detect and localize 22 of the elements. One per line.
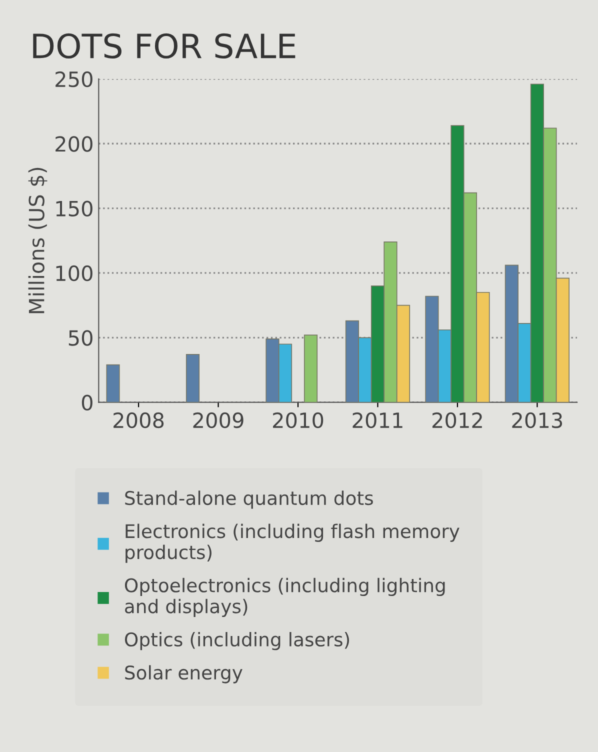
legend-label: Optics (including lasers) (124, 632, 350, 650)
x-tick-label: 2010 (273, 412, 324, 428)
x-tick-label: 2011 (352, 412, 402, 428)
y-tick-label: 200 (56, 136, 92, 152)
y-tick-label: 250 (56, 71, 92, 88)
y-tick-label: 150 (56, 200, 92, 217)
x-tick-label: 2008 (114, 412, 164, 428)
y-tick-label: 0 (82, 394, 92, 411)
legend-label: Optoelectronics (including lighting and displays) (124, 578, 445, 618)
x-tick-label: 2013 (512, 412, 562, 428)
bar (106, 364, 120, 402)
bar (186, 354, 200, 402)
chart-title: DOTS FOR SALE (33, 33, 296, 59)
bar (304, 334, 318, 402)
legend-label: Solar energy (125, 665, 242, 684)
legend-label: Stand-alone quantum dots (125, 490, 373, 509)
legend-label: Electronics (including flash memory products) (126, 524, 460, 563)
y-tick-label: 100 (56, 265, 92, 282)
x-tick-label: 2012 (432, 412, 482, 428)
x-tick-label: 2009 (193, 412, 244, 428)
y-tick-label: 50 (68, 330, 92, 346)
y-axis-title: Millions (US $) (28, 168, 48, 314)
